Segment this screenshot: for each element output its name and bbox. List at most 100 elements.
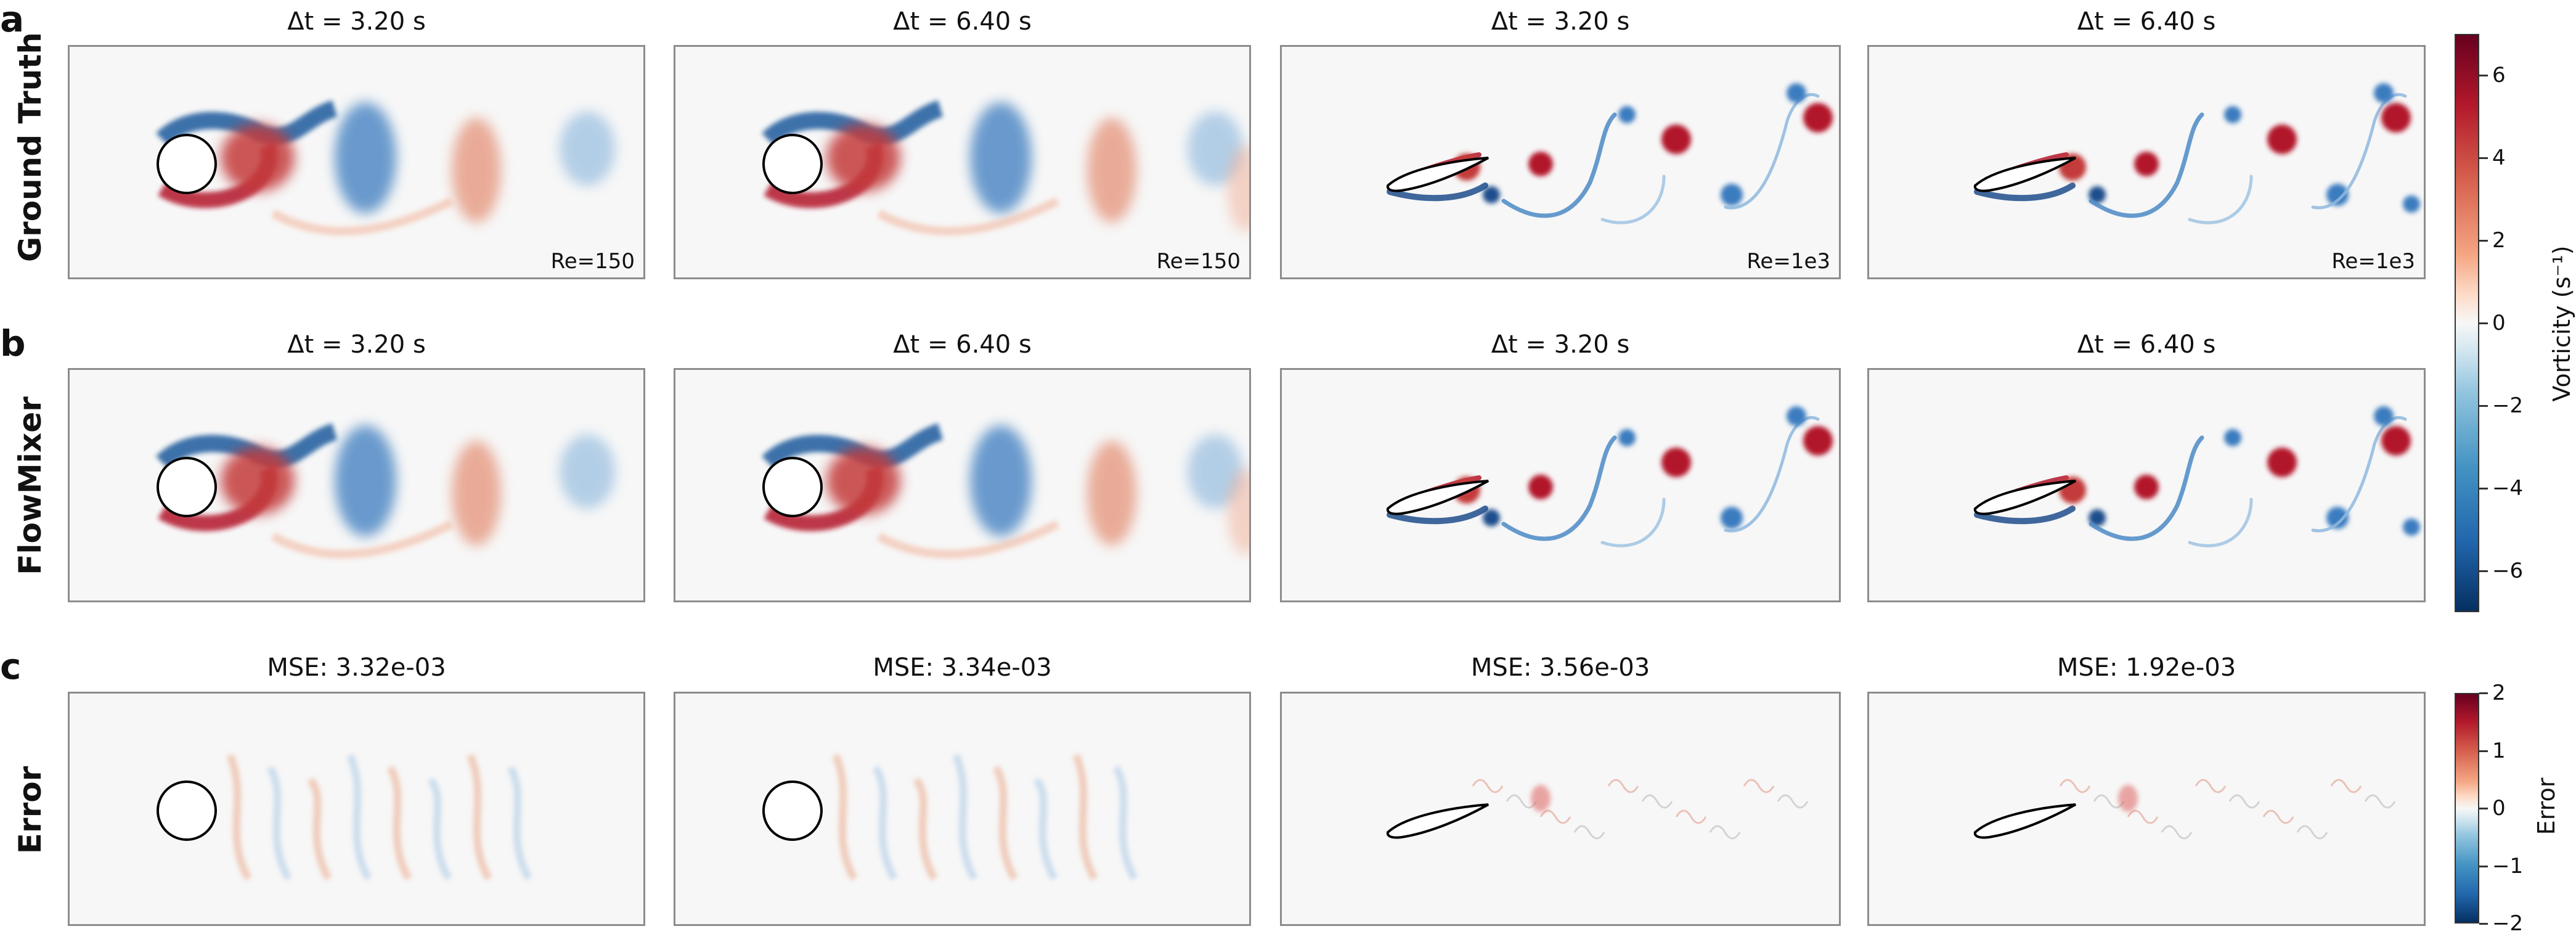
vorticity-field — [157, 753, 532, 880]
error-band — [266, 765, 292, 880]
error-band — [1472, 779, 1504, 793]
title-c-2: MSE: 3.34e-03 — [873, 653, 1052, 682]
positive-vortex — [1087, 118, 1136, 223]
positive-vortex — [221, 447, 295, 515]
positive-vortex — [1661, 448, 1691, 477]
colorbar-tick — [2479, 570, 2488, 572]
colorbar-tick — [2479, 808, 2488, 809]
negative-vortex — [2374, 406, 2394, 426]
error-band — [1641, 794, 1673, 809]
negative-vortex — [1721, 507, 1743, 529]
negative-filament — [2089, 112, 2204, 218]
colorbar-tick-label: −2 — [2492, 393, 2524, 418]
colorbar-tick-label: 6 — [2492, 63, 2506, 88]
positive-vortex — [221, 124, 295, 192]
positive-vortex — [1528, 152, 1553, 176]
negative-vortex — [1618, 106, 1636, 123]
panel-b-4 — [1867, 368, 2426, 602]
cylinder-body — [157, 457, 217, 517]
vorticity-field — [1386, 406, 1833, 547]
row-letter-c: c — [0, 645, 22, 687]
vorticity-field — [1973, 406, 2420, 547]
title-b-4: Δt = 6.40 s — [2077, 330, 2216, 359]
error-band — [1033, 777, 1058, 880]
wake-filament — [271, 197, 454, 236]
row-letter-a: a — [0, 0, 25, 40]
error-band — [2364, 794, 2396, 809]
negative-filament — [1600, 498, 1666, 547]
title-b-2: Δt = 6.40 s — [893, 330, 1032, 359]
positive-vortex — [1803, 426, 1833, 456]
colorbar-tick-label: 4 — [2492, 145, 2506, 170]
cylinder-body — [157, 780, 217, 841]
error-band — [2330, 779, 2362, 793]
error-band — [2161, 825, 2193, 840]
title-c-4: MSE: 1.92e-03 — [2056, 653, 2236, 682]
negative-vortex — [1483, 186, 1500, 203]
error-band — [467, 753, 492, 880]
positive-vortex — [2267, 125, 2297, 154]
vorticity-colorbar — [2455, 34, 2479, 612]
positive-vortex — [1087, 441, 1136, 546]
negative-vortex — [335, 425, 396, 536]
error-band — [2228, 794, 2260, 809]
negative-filament — [1387, 182, 1488, 202]
panel-a-3: Re=1e3 — [1280, 45, 1841, 279]
panel-c-2 — [674, 692, 1251, 926]
colorbar-tick-label: 0 — [2492, 311, 2506, 335]
negative-vortex — [1188, 112, 1243, 186]
colorbar-tick — [2479, 75, 2488, 76]
negative-filament — [2089, 435, 2204, 541]
negative-vortex — [335, 102, 396, 213]
panel-b-2 — [674, 368, 1251, 602]
colorbar-tick-label: 0 — [2492, 796, 2506, 821]
positive-vortex — [826, 124, 900, 192]
cylinder-body — [762, 780, 823, 841]
negative-vortex — [560, 435, 615, 509]
airfoil-body — [1973, 480, 2076, 515]
row-label-ground-truth: Ground Truth — [12, 32, 48, 262]
vorticity-field — [1973, 83, 2420, 224]
colorbar-tick — [2479, 488, 2488, 489]
panel-a-2: Re=150 — [674, 45, 1251, 279]
error-band — [1607, 779, 1639, 793]
panel-b-3 — [1280, 368, 1841, 602]
error-band — [1777, 794, 1809, 809]
positive-vortex — [2134, 152, 2159, 176]
positive-vortex — [452, 118, 501, 223]
vorticity-field — [762, 753, 1138, 880]
error-band — [427, 777, 452, 880]
airfoil-body — [1386, 157, 1489, 192]
wake-filament — [271, 520, 454, 559]
title-b-1: Δt = 3.20 s — [287, 330, 426, 359]
negative-filament — [2188, 174, 2253, 224]
negative-vortex — [1787, 83, 1806, 103]
vorticity-field — [1386, 83, 1833, 224]
error-colorbar-label: Error — [2533, 777, 2560, 835]
title-a-4: Δt = 6.40 s — [2077, 7, 2216, 36]
positive-vortex — [2134, 475, 2159, 499]
panel-c-4 — [1867, 692, 2426, 926]
colorbar-tick-label: −4 — [2492, 476, 2524, 501]
error-colorbar — [2455, 693, 2479, 924]
negative-vortex — [2224, 106, 2241, 123]
colorbar-tick — [2479, 157, 2488, 159]
panel-c-1 — [68, 692, 645, 926]
error-band — [2093, 794, 2125, 809]
panel-a-4: Re=1e3 — [1867, 45, 2426, 279]
colorbar-tick — [2479, 405, 2488, 407]
positive-vortex — [1803, 103, 1833, 133]
error-band — [507, 765, 532, 880]
reynolds-label: Re=150 — [550, 249, 635, 274]
error-band — [2262, 809, 2294, 824]
vorticity-colorbar-label: Vorticity (s⁻¹) — [2548, 245, 2575, 402]
error-band — [1072, 753, 1098, 880]
negative-vortex — [2224, 429, 2241, 446]
cylinder-body — [157, 134, 217, 194]
row-label-error: Error — [12, 766, 48, 854]
negative-vortex — [2374, 83, 2394, 103]
title-c-1: MSE: 3.32e-03 — [267, 653, 446, 682]
positive-vortex — [2267, 448, 2297, 477]
error-band — [832, 753, 858, 880]
error-band — [226, 753, 252, 880]
